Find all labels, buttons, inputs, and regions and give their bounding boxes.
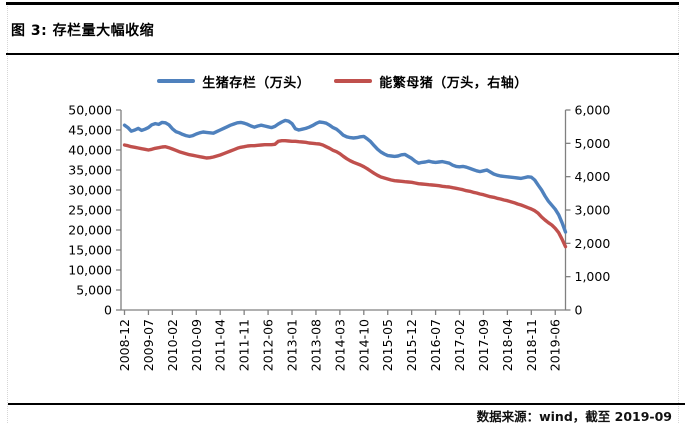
y-left-tick-label: 50,000 — [68, 103, 112, 118]
x-tick-label: 2009-07 — [141, 319, 156, 371]
x-tick-label: 2011-04 — [213, 319, 228, 371]
y-right-tick-label: 6,000 — [575, 103, 611, 118]
x-tick-label: 2011-11 — [237, 319, 252, 371]
y-right-tick-label: 1,000 — [575, 269, 611, 284]
x-tick-label: 2014-10 — [356, 319, 371, 371]
x-tick-label: 2010-02 — [165, 319, 180, 371]
y-left-tick-label: 5,000 — [76, 283, 112, 298]
chart-legend: 生猪存栏（万头） 能繁母猪（万头，右轴） — [0, 70, 685, 92]
title-divider — [6, 53, 679, 55]
y-right-tick-label: 2,000 — [575, 236, 611, 251]
x-tick-label: 2015-05 — [380, 319, 395, 371]
legend-line-swatch-blue — [157, 79, 196, 83]
x-tick-label: 2010-09 — [189, 319, 204, 371]
x-tick-label: 2014-03 — [332, 319, 347, 371]
legend-item-sow-stock: 能繁母猪（万头，右轴） — [334, 72, 528, 91]
y-left-tick-label: 45,000 — [68, 123, 112, 138]
x-tick-label: 2018-04 — [500, 319, 515, 371]
y-left-tick-label: 20,000 — [68, 223, 112, 238]
y-left-tick-label: 15,000 — [68, 243, 112, 258]
y-right-tick-label: 5,000 — [575, 136, 611, 151]
bottom-divider — [8, 403, 685, 405]
legend-label-pig-stock: 生猪存栏（万头） — [202, 75, 311, 91]
x-tick-label: 2016-07 — [428, 319, 443, 371]
legend-line-swatch-red — [334, 79, 373, 83]
x-tick-label: 2008-12 — [117, 319, 132, 371]
x-tick-label: 2018-11 — [524, 319, 539, 371]
y-left-tick-label: 40,000 — [68, 143, 112, 158]
y-left-tick-label: 25,000 — [68, 203, 112, 218]
legend-item-pig-stock: 生猪存栏（万头） — [157, 72, 310, 91]
y-left-tick-label: 30,000 — [68, 183, 112, 198]
x-tick-label: 2013-01 — [285, 319, 300, 371]
x-tick-label: 2015-12 — [404, 319, 419, 371]
y-left-tick-label: 35,000 — [68, 163, 112, 178]
figure-title: 图 3: 存栏量大幅收缩 — [11, 23, 155, 39]
x-tick-label: 2013-08 — [308, 319, 323, 371]
x-tick-label: 2017-09 — [476, 319, 491, 371]
legend-label-sow-stock: 能繁母猪（万头，右轴） — [379, 75, 528, 91]
source-note: 数据来源：wind，截至 2019-09 — [476, 409, 672, 424]
x-tick-label: 2019-06 — [548, 319, 563, 371]
y-right-tick-label: 4,000 — [575, 169, 611, 184]
y-right-tick-label: 3,000 — [575, 203, 611, 218]
series-line-sow-stock — [122, 138, 568, 249]
x-tick-label: 2012-06 — [261, 319, 276, 371]
series-line-pig-stock — [122, 118, 568, 234]
x-tick-label: 2017-02 — [452, 319, 467, 371]
y-left-tick-label: 0 — [104, 303, 112, 318]
y-right-tick-label: 0 — [575, 303, 583, 318]
y-left-tick-label: 10,000 — [68, 263, 112, 278]
dual-axis-line-chart: 0 5,000 10,000 15,000 20,000 25,000 30,000 35,0… — [68, 103, 611, 372]
top-rule — [6, 2, 679, 5]
